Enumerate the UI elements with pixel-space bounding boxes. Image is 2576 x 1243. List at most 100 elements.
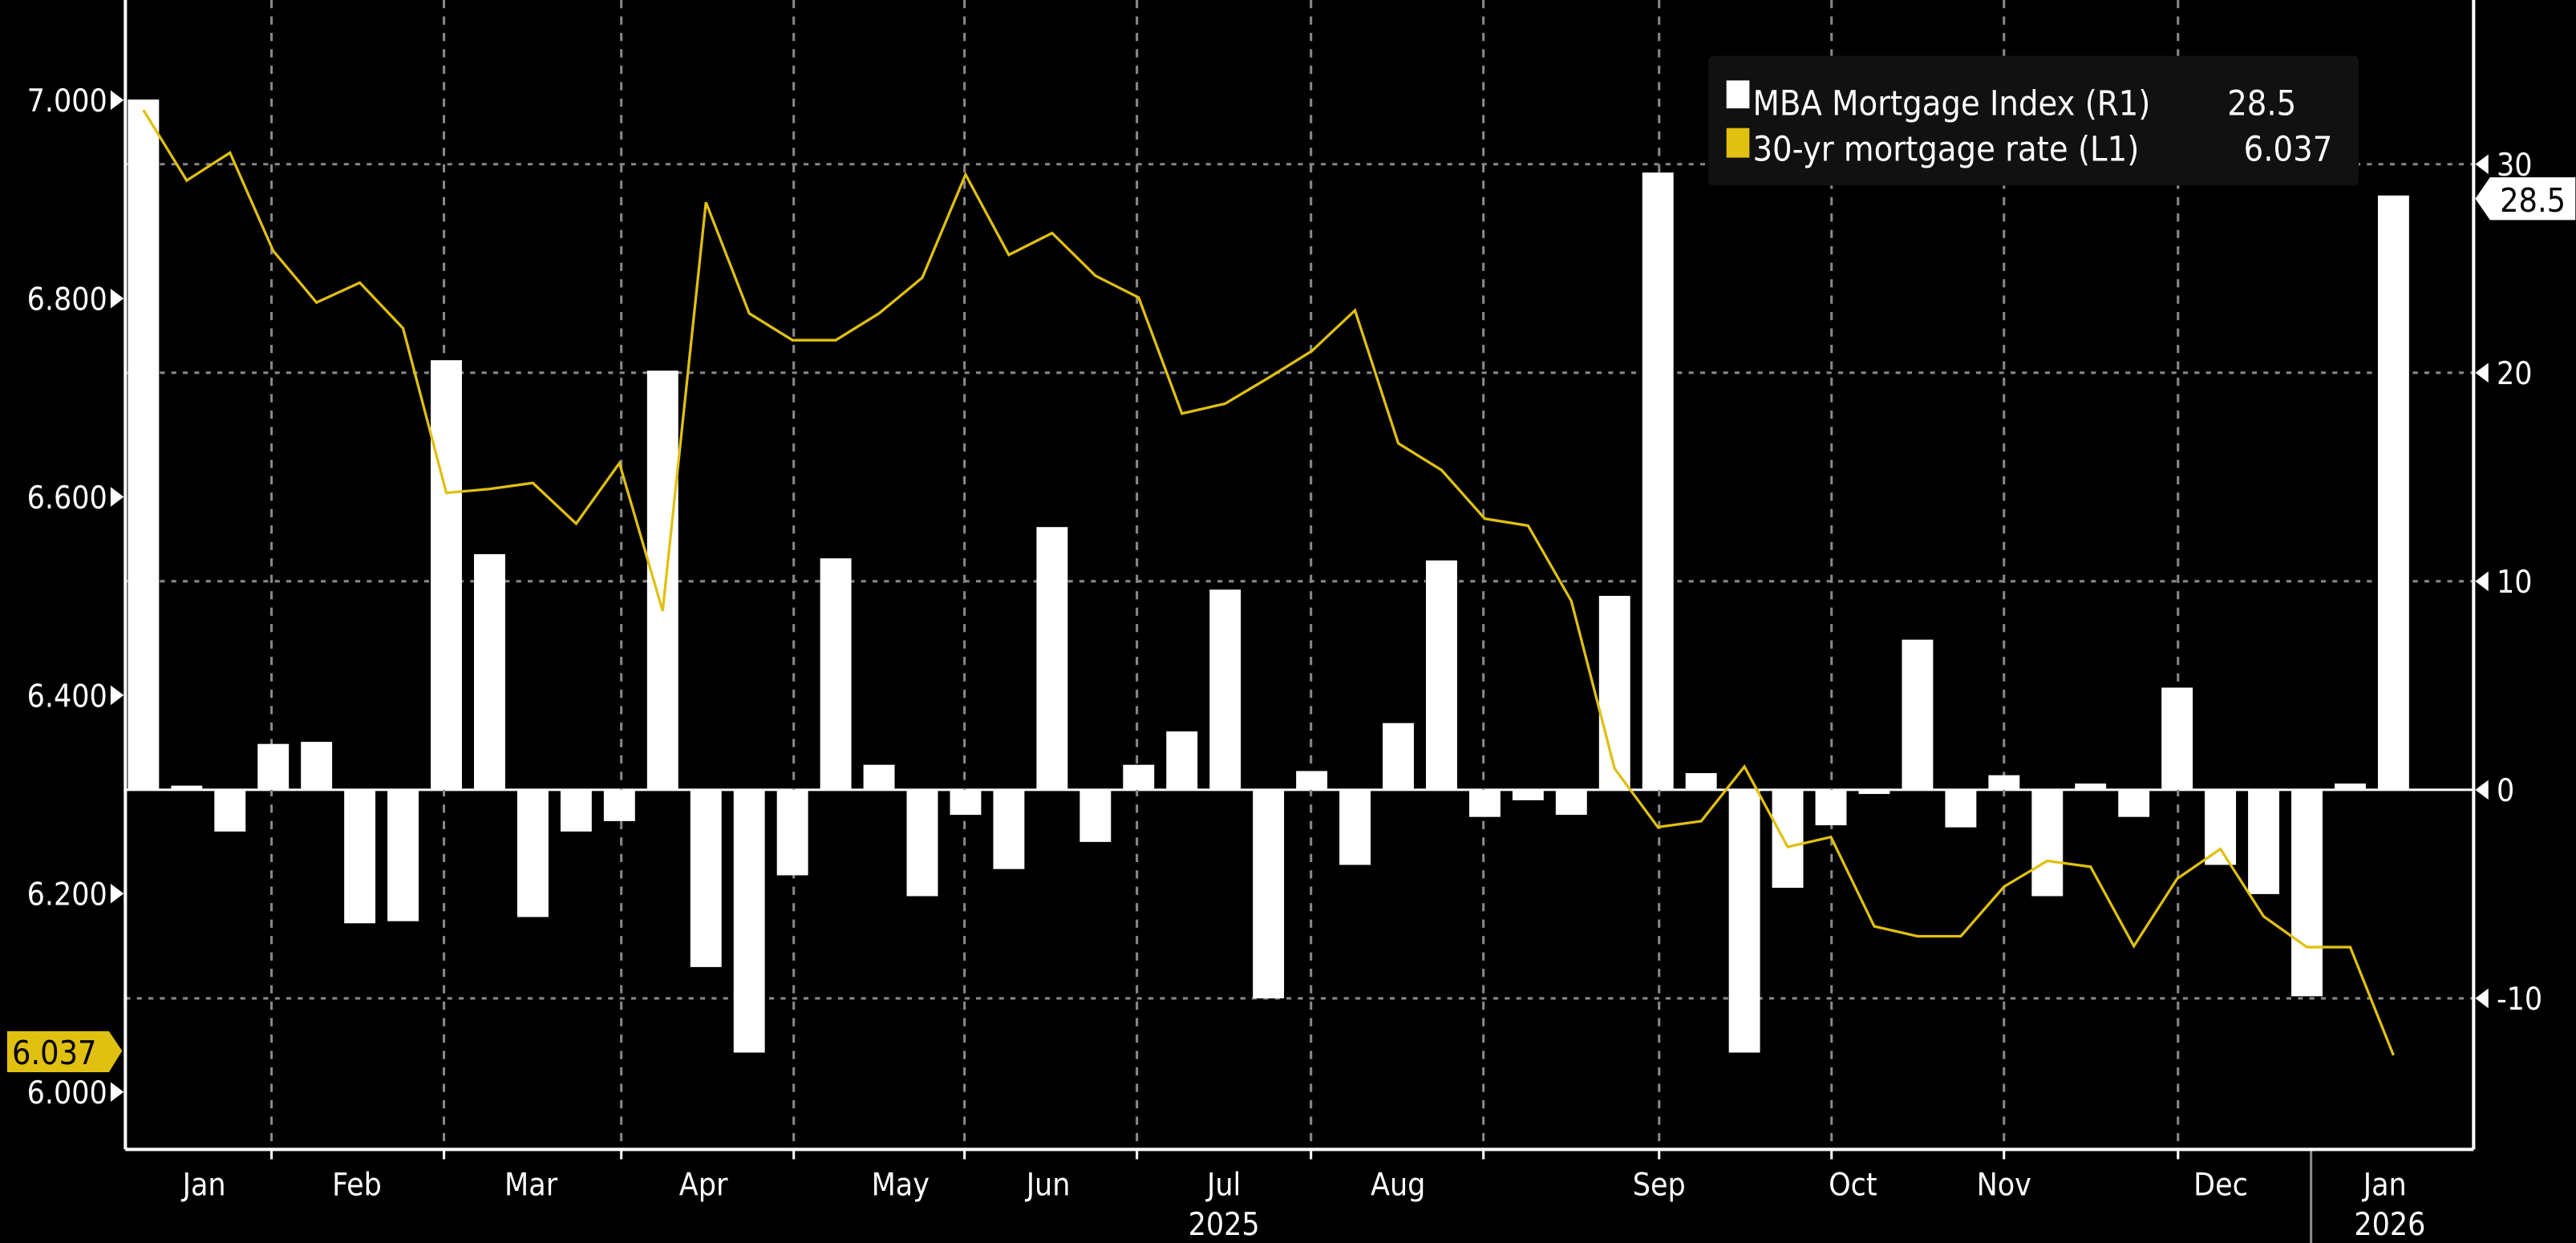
bar	[1858, 789, 1890, 795]
bar	[1339, 789, 1371, 865]
x-tick-label: Jul	[1205, 1168, 1241, 1204]
gridlines	[125, 0, 2474, 1150]
bar	[516, 789, 549, 917]
bar	[2161, 687, 2193, 790]
bar	[1772, 789, 1804, 889]
right-tick-label: 0	[2497, 773, 2514, 809]
bar	[906, 789, 938, 897]
left-tick-marker	[110, 288, 124, 309]
bar	[387, 789, 419, 921]
x-tick-label: Nov	[1977, 1168, 2031, 1204]
bar	[1079, 789, 1112, 842]
svg-text:28.5: 28.5	[2500, 181, 2566, 220]
x-tick-label: Dec	[2193, 1168, 2248, 1204]
bar	[1555, 789, 1587, 816]
right-tick-marker	[2475, 988, 2489, 1009]
last-value-tag-left: 6.037	[6, 1030, 123, 1073]
left-tick-marker	[110, 685, 124, 706]
legend-value-mba: 28.5	[2227, 83, 2296, 123]
bar	[950, 789, 982, 816]
bar	[690, 789, 722, 967]
bar	[1468, 789, 1501, 817]
bar	[257, 743, 290, 790]
left-tick-label: 6.800	[27, 282, 107, 318]
x-tick-label: Jan	[181, 1168, 226, 1204]
line-series-mortgage-rate	[142, 109, 2395, 1056]
bar	[1815, 789, 1847, 826]
x-tick-label: Aug	[1371, 1168, 1425, 1204]
left-tick-label: 6.000	[27, 1075, 107, 1111]
x-tick-label: Apr	[679, 1168, 728, 1204]
right-tick-marker	[2475, 779, 2489, 800]
right-tick-label: 20	[2497, 356, 2533, 392]
x-tick-label: Feb	[332, 1168, 382, 1204]
bar	[1123, 764, 1155, 790]
left-tick-marker	[110, 1082, 124, 1102]
bar	[2075, 783, 2107, 790]
x-tick-label: Mar	[504, 1168, 558, 1204]
bar	[863, 764, 895, 790]
x-tick-label: Oct	[1829, 1168, 1877, 1204]
right-tick-marker	[2475, 154, 2489, 175]
bar	[128, 99, 160, 790]
left-tick-label: 7.000	[27, 83, 107, 119]
x-tick-label: Sep	[1633, 1168, 1686, 1204]
bar	[1728, 789, 1760, 1053]
x-tick-label: Jan	[2362, 1168, 2407, 1204]
bar	[2118, 789, 2150, 817]
year-label: 2025	[1189, 1207, 1260, 1243]
left-tick-marker	[110, 487, 124, 507]
right-tick-marker	[2475, 362, 2489, 383]
left-tick-label: 6.600	[27, 480, 107, 516]
bar	[1512, 789, 1544, 800]
bar	[2377, 195, 2409, 790]
bar	[474, 554, 505, 790]
bar	[1036, 527, 1068, 790]
bar	[1425, 560, 1457, 790]
bar	[646, 370, 678, 790]
bar	[993, 789, 1025, 869]
bar	[560, 789, 592, 832]
x-tick-label: Jun	[1025, 1168, 1071, 1204]
last-value-tag-right: 28.5	[2475, 177, 2576, 221]
bar	[1598, 596, 1630, 790]
right-tick-marker	[2475, 571, 2489, 592]
legend-label-mba: MBA Mortgage Index (R1)	[1752, 83, 2150, 123]
left-tick-marker	[110, 90, 124, 111]
bar	[1642, 172, 1674, 790]
legend-label-rate: 30-yr mortgage rate (L1)	[1752, 130, 2139, 170]
bar	[344, 789, 376, 924]
bar	[1902, 639, 1934, 790]
year-label: 2026	[2354, 1207, 2425, 1243]
bar	[2248, 789, 2280, 894]
bar	[431, 360, 462, 790]
right-tick-label: -10	[2497, 982, 2542, 1018]
bar-series-mba-index	[128, 99, 2409, 1053]
svg-text:6.037: 6.037	[12, 1034, 96, 1072]
left-tick-label: 6.200	[27, 877, 107, 913]
bar	[776, 789, 808, 876]
x-tick-label: May	[872, 1168, 930, 1204]
bar	[1685, 773, 1717, 790]
bar	[603, 789, 635, 821]
right-tick-label: 10	[2497, 565, 2533, 601]
bar	[1166, 731, 1198, 790]
bar	[2335, 783, 2366, 790]
bar	[1988, 775, 2020, 790]
legend-swatch-rate	[1726, 128, 1750, 158]
bar	[1209, 589, 1241, 790]
bar	[1253, 789, 1285, 998]
bar	[1383, 723, 1414, 790]
bar	[733, 789, 765, 1053]
bar	[820, 558, 852, 790]
bar	[301, 742, 333, 790]
bar	[1296, 771, 1328, 790]
left-tick-label: 6.400	[27, 678, 107, 715]
legend: MBA Mortgage Index (R1) 28.5 30-yr mortg…	[1708, 55, 2359, 186]
legend-value-rate: 6.037	[2244, 130, 2333, 170]
bar	[171, 785, 203, 790]
bar	[2291, 789, 2323, 997]
bar	[214, 789, 246, 832]
